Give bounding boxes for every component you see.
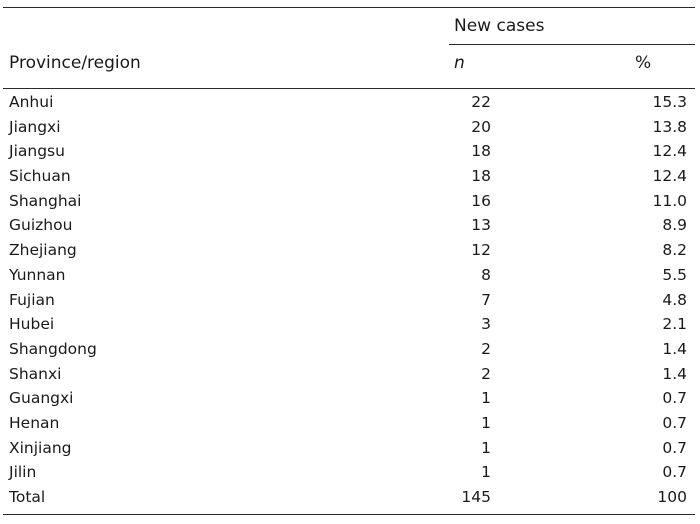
n-cell: 20: [471, 117, 491, 136]
percent-cell: 1.4: [662, 339, 687, 358]
n-cell: 1: [481, 438, 491, 457]
n-cell: 18: [471, 142, 491, 161]
n-cell: 22: [471, 93, 491, 111]
percent-cell: 12.4: [652, 142, 687, 161]
percent-cell: 5.5: [662, 265, 687, 284]
province-cell: Anhui: [9, 93, 54, 111]
table-body: Anhui 22 15.3 Jiangxi 20 13.8 Jiangsu 18 12.4 Sic…: [3, 90, 695, 510]
table-row: Henan 1 0.7: [3, 411, 695, 436]
table-row: Guangxi 1 0.7: [3, 386, 695, 411]
percent-cell: 11.0: [652, 191, 687, 210]
n-cell: 2: [481, 339, 491, 358]
bottom-rule: [3, 514, 695, 515]
table-row: Guizhou 13 8.9: [3, 213, 695, 238]
percent-cell: 8.9: [662, 216, 687, 235]
percent-cell: 0.7: [662, 413, 687, 432]
province-cell: Yunnan: [9, 265, 66, 284]
total-row: Total 145 100: [3, 485, 695, 510]
percent-cell: 8.2: [662, 241, 687, 260]
table-row: Xinjiang 1 0.7: [3, 436, 695, 461]
n-cell: 1: [481, 413, 491, 432]
percent-cell: 0.7: [662, 389, 687, 408]
province-cell: Guangxi: [9, 389, 74, 408]
table-row: Zhejiang 12 8.2: [3, 238, 695, 263]
percent-cell: 0.7: [662, 463, 687, 482]
province-cell: Hubei: [9, 315, 55, 334]
table-row: Shanxi 2 1.4: [3, 362, 695, 387]
percent-cell: 0.7: [662, 438, 687, 457]
n-column-header: n: [454, 53, 465, 73]
table-row: Jiangxi 20 13.8: [3, 115, 695, 140]
table-row: Sichuan 18 12.4: [3, 164, 695, 189]
n-cell: 1: [481, 389, 491, 408]
table-row: Hubei 3 2.1: [3, 312, 695, 337]
percent-cell: 100: [657, 488, 687, 506]
n-cell: 145: [461, 488, 491, 506]
n-cell: 16: [471, 191, 491, 210]
province-cell: Shanxi: [9, 364, 62, 383]
province-cell: Jiangsu: [9, 142, 65, 161]
province-cell: Fujian: [9, 290, 55, 309]
percent-cell: 15.3: [652, 93, 687, 111]
province-cell: Zhejiang: [9, 241, 77, 260]
province-cell: Jilin: [9, 463, 37, 482]
percent-cell: 13.8: [652, 117, 687, 136]
n-cell: 3: [481, 315, 491, 334]
n-cell: 2: [481, 364, 491, 383]
percent-cell: 1.4: [662, 364, 687, 383]
province-cell: Sichuan: [9, 167, 71, 186]
table-row: Jilin 1 0.7: [3, 460, 695, 485]
span-rule: [449, 44, 695, 45]
table-row: Jiangsu 18 12.4: [3, 139, 695, 164]
percent-cell: 4.8: [662, 290, 687, 309]
province-cell: Henan: [9, 413, 60, 432]
n-cell: 18: [471, 167, 491, 186]
top-rule: [3, 7, 695, 8]
n-cell: 12: [471, 241, 491, 260]
province-column-header: Province/region: [9, 53, 141, 73]
n-cell: 13: [471, 216, 491, 235]
percent-cell: 2.1: [662, 315, 687, 334]
percent-column-header: %: [635, 53, 652, 73]
province-cell: Total: [9, 488, 46, 506]
province-cell: Shangdong: [9, 339, 97, 358]
table-row: Fujian 7 4.8: [3, 288, 695, 313]
n-cell: 7: [481, 290, 491, 309]
province-cell: Xinjiang: [9, 438, 72, 457]
n-cell: 8: [481, 265, 491, 284]
table-row: Shanghai 16 11.0: [3, 189, 695, 214]
header-rule: [3, 88, 695, 89]
n-cell: 1: [481, 463, 491, 482]
province-cell: Guizhou: [9, 216, 73, 235]
table-row: Anhui 22 15.3: [3, 90, 695, 115]
percent-cell: 12.4: [652, 167, 687, 186]
new-cases-header: New cases: [454, 16, 545, 36]
table-row: Yunnan 8 5.5: [3, 263, 695, 288]
province-cell: Shanghai: [9, 191, 82, 210]
table-row: Shangdong 2 1.4: [3, 337, 695, 362]
province-cell: Jiangxi: [9, 117, 61, 136]
